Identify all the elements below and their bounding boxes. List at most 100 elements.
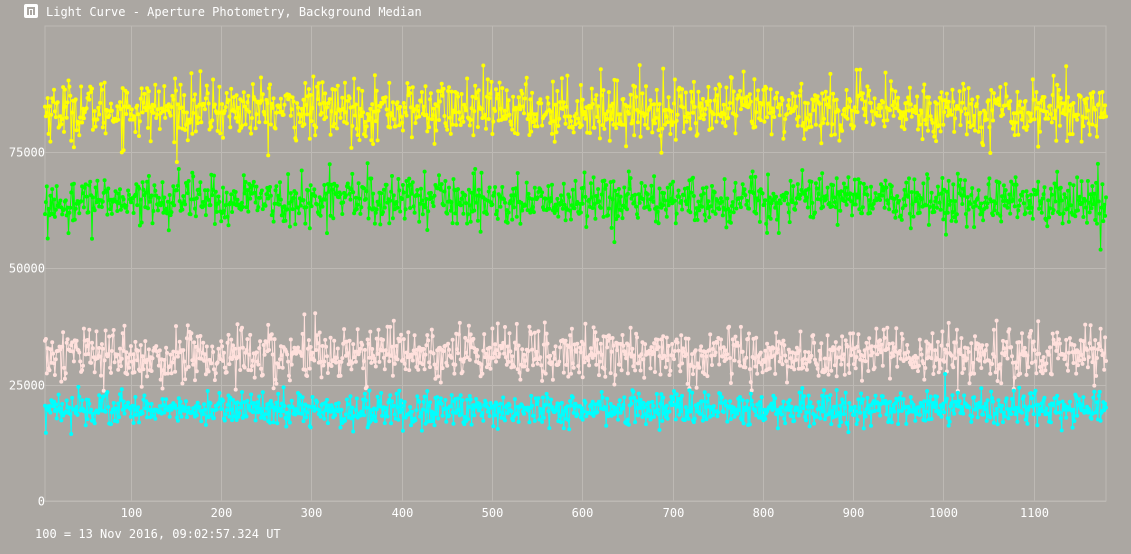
data-point: [756, 198, 761, 203]
data-point: [993, 411, 998, 416]
data-point: [455, 221, 460, 226]
data-point: [1076, 350, 1081, 355]
data-point: [978, 405, 983, 410]
data-point: [368, 106, 373, 111]
data-point: [693, 121, 698, 126]
data-point: [925, 172, 930, 177]
data-point: [613, 122, 618, 127]
data-point: [278, 406, 282, 411]
data-point: [618, 194, 623, 199]
data-point: [282, 102, 287, 107]
data-point: [413, 418, 418, 423]
data-point: [154, 116, 159, 120]
data-point: [645, 192, 650, 197]
data-point: [824, 394, 829, 399]
data-point: [431, 204, 436, 209]
data-point: [644, 422, 648, 427]
data-point: [463, 414, 468, 419]
data-point: [166, 102, 171, 107]
data-point: [960, 408, 965, 413]
data-point: [402, 216, 407, 221]
data-point: [856, 332, 861, 337]
data-point: [62, 365, 66, 370]
data-point: [802, 356, 807, 361]
data-point: [1000, 194, 1005, 199]
data-point: [648, 98, 653, 103]
data-point: [121, 148, 126, 153]
data-point: [955, 390, 960, 395]
data-point: [315, 202, 319, 207]
data-point: [995, 422, 1000, 427]
data-point: [445, 127, 450, 132]
data-point: [1063, 195, 1068, 200]
data-point: [1064, 64, 1069, 69]
data-point: [372, 109, 376, 114]
data-point: [910, 202, 915, 207]
data-point: [349, 367, 354, 372]
data-point: [715, 93, 720, 98]
data-point: [1076, 397, 1081, 402]
data-point: [63, 371, 68, 376]
data-point: [212, 173, 216, 178]
data-point: [410, 85, 415, 90]
data-point: [923, 366, 928, 370]
data-point: [578, 210, 583, 215]
data-point: [735, 340, 740, 345]
data-point: [432, 193, 437, 198]
data-point: [881, 118, 886, 123]
data-point: [325, 397, 329, 402]
data-point: [651, 403, 656, 408]
data-point: [339, 359, 344, 364]
data-point: [750, 121, 755, 126]
data-point: [851, 192, 855, 197]
data-point: [174, 415, 179, 420]
data-point: [800, 168, 805, 173]
data-point: [243, 122, 248, 127]
data-point: [906, 95, 911, 100]
data-point: [402, 361, 407, 366]
data-point: [645, 126, 650, 131]
data-point: [450, 221, 455, 226]
data-point: [286, 359, 291, 364]
data-point: [607, 195, 612, 200]
data-point: [244, 414, 249, 419]
data-point: [990, 108, 995, 113]
data-point: [241, 173, 246, 178]
data-point: [430, 200, 435, 205]
data-point: [884, 412, 889, 417]
data-point: [500, 344, 505, 349]
data-point: [520, 208, 525, 213]
data-point: [887, 417, 892, 422]
data-point: [186, 405, 191, 410]
data-point: [1038, 129, 1042, 134]
data-point: [787, 398, 792, 403]
data-point: [710, 184, 714, 188]
data-point: [453, 211, 458, 216]
data-point: [932, 134, 937, 139]
data-point: [53, 207, 58, 212]
data-point: [968, 201, 973, 206]
data-point: [582, 170, 587, 175]
data-point: [247, 109, 252, 114]
data-point: [615, 409, 620, 414]
data-point: [789, 404, 794, 409]
data-point: [850, 213, 854, 218]
light-curve-app-icon[interactable]: [24, 4, 38, 18]
data-point: [278, 180, 282, 185]
data-point: [407, 368, 412, 373]
data-point: [498, 106, 503, 111]
data-point: [244, 205, 249, 210]
data-point: [182, 93, 187, 98]
data-point: [1085, 220, 1089, 225]
data-point: [188, 212, 193, 217]
data-point: [554, 130, 559, 135]
data-point: [274, 110, 279, 115]
data-point: [1096, 199, 1101, 204]
data-point: [1087, 132, 1092, 137]
data-point: [485, 77, 490, 82]
data-point: [293, 412, 298, 417]
data-point: [453, 362, 458, 367]
data-point: [128, 200, 133, 205]
data-point: [807, 118, 812, 123]
